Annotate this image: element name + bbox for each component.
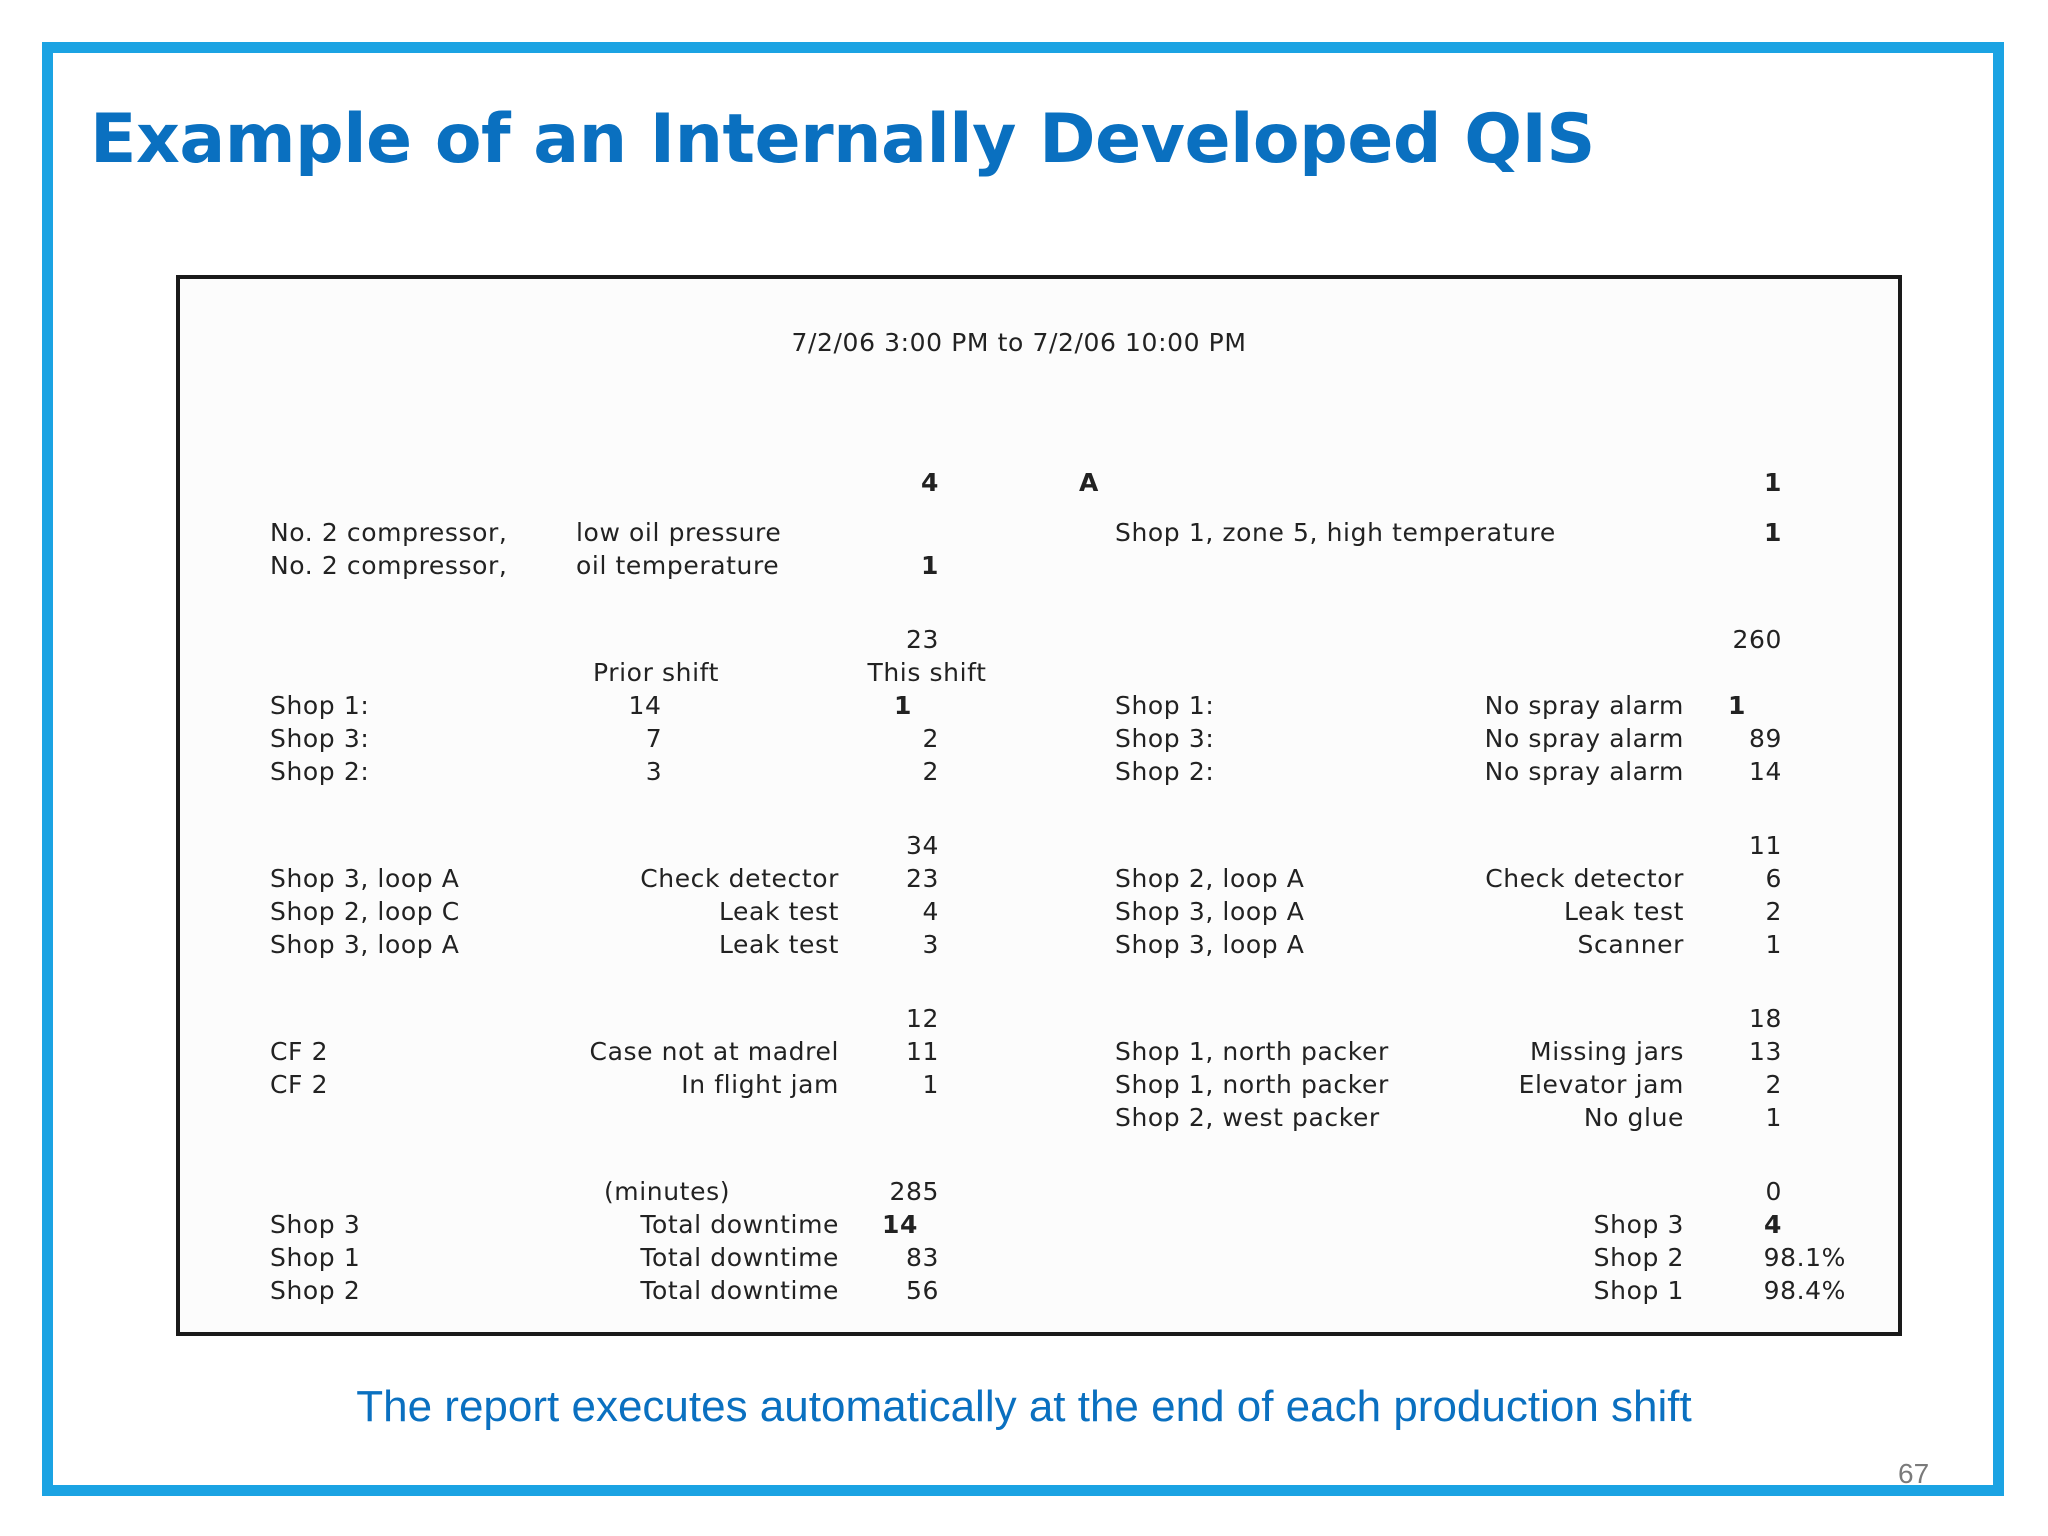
s5-left-row-detail: Total downtime <box>640 1276 839 1305</box>
s2-right-row-detail: No spray alarm <box>1484 691 1684 720</box>
s4-right-row-value: 2 <box>1765 1070 1782 1099</box>
s5-left-row-label: Shop 1 <box>270 1243 361 1272</box>
s3-right-row-value: 2 <box>1765 897 1782 926</box>
s1-left-row-label: No. 2 compressor, <box>270 551 508 580</box>
s1-left-row-detail: oil temperature <box>576 551 780 580</box>
s3-left-row-value: 23 <box>905 864 939 893</box>
shift-report: 7/2/06 3:00 PM to 7/2/06 10:00 PM 4 A 1 … <box>176 275 1902 1336</box>
s3-right-total: 11 <box>1748 831 1782 860</box>
s2-right-row-value: 14 <box>1748 757 1782 786</box>
s5-right-row-label: Shop 3 <box>1593 1210 1684 1239</box>
s2-right-row-value: 89 <box>1748 724 1782 753</box>
page-number: 67 <box>1898 1458 1930 1489</box>
s5-left-row-label: Shop 3 <box>270 1210 361 1239</box>
s2-left-row-label: Shop 1: <box>270 691 370 720</box>
s1-right-total: 1 <box>1764 468 1782 497</box>
s4-left-total: 12 <box>905 1004 939 1033</box>
s4-left-row-label: CF 2 <box>270 1037 329 1066</box>
s3-right-row-value: 6 <box>1765 864 1782 893</box>
s4-right-row-detail: Missing jars <box>1530 1037 1684 1066</box>
s4-right-row-value: 1 <box>1765 1103 1782 1132</box>
s3-right-row-label: Shop 3, loop A <box>1115 930 1305 959</box>
s5-left-total: 285 <box>889 1177 939 1206</box>
s5-right-row-label: Shop 1 <box>1593 1276 1684 1305</box>
s5-units-label: (minutes) <box>603 1177 731 1206</box>
s2-right-row-detail: No spray alarm <box>1484 757 1684 786</box>
s2-right-row-label: Shop 3: <box>1115 724 1215 753</box>
s2-col-prior-shift: Prior shift <box>593 658 719 687</box>
s3-left-row-detail: Leak test <box>718 897 839 926</box>
s4-right-row-label: Shop 1, north packer <box>1115 1070 1389 1099</box>
s5-left-row-detail: Total downtime <box>640 1210 839 1239</box>
s5-right-row-label: Shop 2 <box>1593 1243 1684 1272</box>
s2-right-row-label: Shop 2: <box>1115 757 1215 786</box>
s4-left-row-value: 11 <box>905 1037 939 1066</box>
s2-left-row-this: 2 <box>922 757 939 786</box>
s5-left-row-value: 83 <box>905 1243 939 1272</box>
s5-right-row-value: 98.4% <box>1763 1276 1846 1305</box>
s3-left-row-detail: Check detector <box>640 864 839 893</box>
s3-left-row-label: Shop 3, loop A <box>270 864 460 893</box>
s2-left-row-label: Shop 3: <box>270 724 370 753</box>
slide-title: Example of an Internally Developed QIS <box>90 100 1595 179</box>
s4-right-row-label: Shop 1, north packer <box>1115 1037 1389 1066</box>
s4-right-total: 18 <box>1748 1004 1782 1033</box>
s3-right-row-value: 1 <box>1765 930 1782 959</box>
s1-left-row-detail: low oil pressure <box>576 518 782 547</box>
report-date-range: 7/2/06 3:00 PM to 7/2/06 10:00 PM <box>791 328 1247 357</box>
s3-left-row-value: 3 <box>922 930 939 959</box>
s3-left-row-value: 4 <box>922 897 939 926</box>
s3-right-row-detail: Leak test <box>1563 897 1684 926</box>
s2-right-row-label: Shop 1: <box>1115 691 1215 720</box>
s3-right-row-label: Shop 2, loop A <box>1115 864 1305 893</box>
s1-right-row-value: 1 <box>1764 518 1782 547</box>
s5-left-row-label: Shop 2 <box>270 1276 361 1305</box>
s1-center-grade: A <box>1079 468 1099 497</box>
s3-right-row-detail: Scanner <box>1577 930 1684 959</box>
s1-left-row-value: 1 <box>921 551 939 580</box>
s3-left-row-detail: Leak test <box>718 930 839 959</box>
s2-left-row-prior: 14 <box>628 691 662 720</box>
s2-right-row-value: 1 <box>1728 691 1746 720</box>
s2-left-row-this: 1 <box>894 691 912 720</box>
s4-right-row-value: 13 <box>1748 1037 1782 1066</box>
s2-left-row-this: 2 <box>922 724 939 753</box>
s4-right-row-label: Shop 2, west packer <box>1115 1103 1380 1132</box>
s5-right-row-value: 98.1% <box>1763 1243 1846 1272</box>
s4-right-row-detail: No glue <box>1583 1103 1684 1132</box>
s2-left-total: 23 <box>905 625 939 654</box>
s3-left-row-label: Shop 3, loop A <box>270 930 460 959</box>
s2-left-row-prior: 7 <box>645 724 663 753</box>
s4-left-row-value: 1 <box>922 1070 939 1099</box>
s2-right-total: 260 <box>1732 625 1782 654</box>
s5-left-row-value: 56 <box>905 1276 939 1305</box>
slide-caption: The report executes automatically at the… <box>356 1382 1692 1431</box>
s4-left-row-label: CF 2 <box>270 1070 329 1099</box>
s5-left-row-detail: Total downtime <box>640 1243 839 1272</box>
s2-left-row-prior: 3 <box>645 757 663 786</box>
s3-left-total: 34 <box>905 831 939 860</box>
s4-right-row-detail: Elevator jam <box>1518 1070 1684 1099</box>
s4-left-row-detail: In flight jam <box>681 1070 839 1099</box>
s1-right-row-label: Shop 1, zone 5, high temperature <box>1115 518 1556 547</box>
s2-right-row-detail: No spray alarm <box>1484 724 1684 753</box>
s2-left-row-label: Shop 2: <box>270 757 370 786</box>
s1-left-row-label: No. 2 compressor, <box>270 518 508 547</box>
s3-right-row-detail: Check detector <box>1485 864 1684 893</box>
s5-right-total: 0 <box>1765 1177 1782 1206</box>
s1-left-total: 4 <box>921 468 939 497</box>
s5-left-row-value: 14 <box>882 1210 918 1239</box>
s2-col-this-shift: This shift <box>867 658 987 687</box>
s4-left-row-detail: Case not at madrel <box>589 1037 839 1066</box>
s3-right-row-label: Shop 3, loop A <box>1115 897 1305 926</box>
s3-left-row-label: Shop 2, loop C <box>270 897 460 926</box>
s5-right-row-value: 4 <box>1764 1210 1782 1239</box>
